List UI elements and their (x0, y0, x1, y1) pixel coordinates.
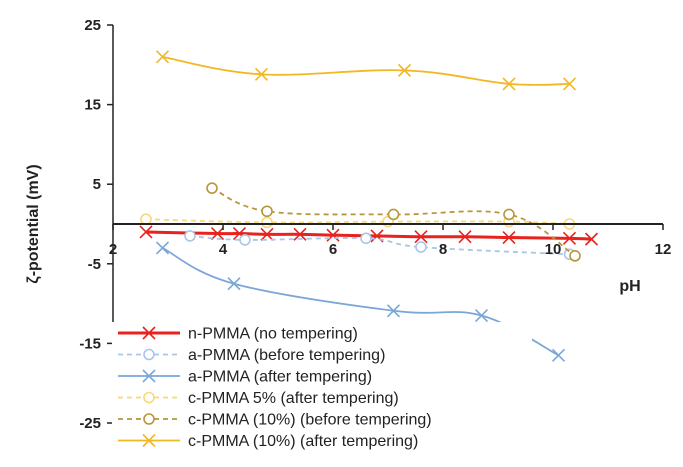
series-6 (155, 50, 577, 91)
data-point (562, 231, 577, 245)
data-point (584, 232, 599, 246)
data-point (414, 230, 428, 244)
data-point (474, 308, 489, 323)
y-tick-label: 25 (84, 17, 101, 34)
data-point (184, 230, 196, 242)
data-point (261, 216, 273, 229)
data-point (227, 277, 241, 291)
data-point (293, 227, 307, 241)
legend-label: a-PMMA (after tempering) (188, 369, 372, 386)
series-line (162, 55, 570, 86)
data-point (502, 77, 516, 91)
series-5 (206, 182, 581, 262)
data-point (261, 205, 273, 218)
data-point (155, 50, 170, 64)
legend-marker (142, 433, 156, 448)
y-tick-label: -5 (88, 256, 101, 273)
legend-label: c-PMMA 5% (after tempering) (188, 390, 399, 407)
legend-marker (142, 326, 156, 340)
data-point (239, 234, 251, 246)
legend-background (112, 322, 532, 466)
series-line (145, 230, 592, 241)
legend-marker (143, 348, 155, 361)
x-tick-label: 4 (219, 241, 228, 258)
x-tick-label: 10 (545, 241, 562, 258)
legend-marker (142, 369, 156, 383)
data-point (569, 250, 581, 262)
data-point (326, 228, 340, 242)
data-point (562, 77, 577, 91)
data-point (415, 241, 427, 253)
data-point (503, 208, 515, 221)
data-point (206, 182, 218, 194)
y-tick-label: 5 (93, 176, 101, 193)
x-tick-label: 8 (439, 241, 447, 258)
data-point (210, 226, 225, 241)
data-point (502, 230, 516, 245)
y-tick-label: 15 (84, 97, 101, 114)
axes: 25 15 5 -5 -15 -25 2 4 6 8 10 12 pH ζ-potential (mV) (25, 17, 671, 432)
y-axis-title: ζ-potential (mV) (25, 164, 42, 283)
data-point (155, 241, 170, 255)
x-tick-label: 6 (329, 241, 337, 258)
legend-label: n-PMMA (no tempering) (188, 326, 358, 343)
data-point (458, 230, 472, 244)
x-axis-title: pH (619, 278, 640, 295)
legend-marker (143, 413, 155, 425)
legend-label: a-PMMA (before tempering) (188, 347, 385, 364)
data-point (387, 208, 400, 221)
data-point (551, 348, 566, 362)
x-tick-label: 12 (655, 241, 672, 258)
data-point (139, 225, 153, 239)
data-point (140, 213, 152, 226)
y-tick-label: -15 (79, 335, 101, 352)
data-point (360, 232, 372, 245)
legend: n-PMMA (no tempering) a-PMMA (before temp… (112, 322, 532, 466)
x-tick-label: 2 (109, 241, 117, 258)
y-tick-label: -25 (79, 415, 101, 432)
legend-label: c-PMMA (10%) (after tempering) (188, 433, 418, 450)
data-point (397, 63, 412, 77)
data-point (254, 67, 269, 81)
plot-area (139, 50, 599, 362)
legend-marker (143, 391, 155, 404)
data-point (260, 227, 274, 241)
data-point (386, 304, 401, 318)
legend-label: c-PMMA (10%) (before tempering) (188, 412, 432, 429)
